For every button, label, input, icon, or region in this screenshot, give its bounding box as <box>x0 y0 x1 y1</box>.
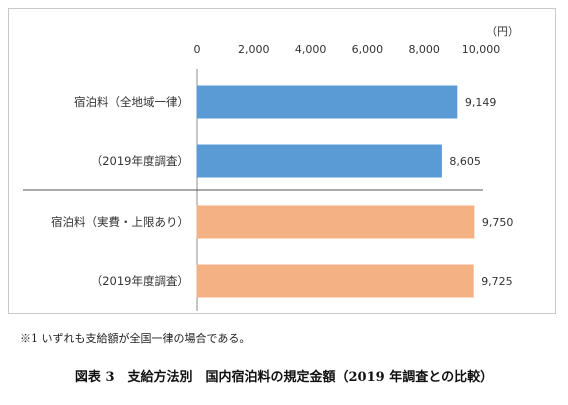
footnote: ※1 いずれも支給額が全国一律の場合である。 <box>20 332 251 345</box>
x-tick-label: 4,000 <box>295 43 327 56</box>
x-tick-label: 2,000 <box>238 43 270 56</box>
data-label: 9,149 <box>465 96 497 109</box>
category-label: 宿泊料（全地域一律） <box>74 95 189 109</box>
bar <box>196 264 474 298</box>
x-tick-label: 6,000 <box>352 43 384 56</box>
category-label: （2019年度調査） <box>91 274 189 288</box>
bar <box>196 205 475 239</box>
category-label: （2019年度調査） <box>91 154 189 168</box>
data-label: 8,605 <box>449 155 481 168</box>
bar <box>196 144 442 178</box>
x-tick-label: 10,000 <box>462 43 501 56</box>
bar-chart: （円） 0 2,000 4,000 6,000 8,000 10,000 宿泊料（全地域一律… <box>23 25 519 311</box>
x-tick-label: 8,000 <box>408 43 440 56</box>
data-label: 9,750 <box>482 216 514 229</box>
category-label: 宿泊料（実費・上限あり） <box>51 215 189 229</box>
x-tick-label: 0 <box>194 43 201 56</box>
data-label: 9,725 <box>481 275 513 288</box>
chart-frame: （円） 0 2,000 4,000 6,000 8,000 10,000 宿泊料（全地域一律… <box>8 8 556 314</box>
figure-caption: 図表 3 支給方法別 国内宿泊料の規定金額（2019 年調査との比較） <box>74 370 494 385</box>
bar <box>196 85 458 119</box>
unit-label: （円） <box>486 25 519 38</box>
